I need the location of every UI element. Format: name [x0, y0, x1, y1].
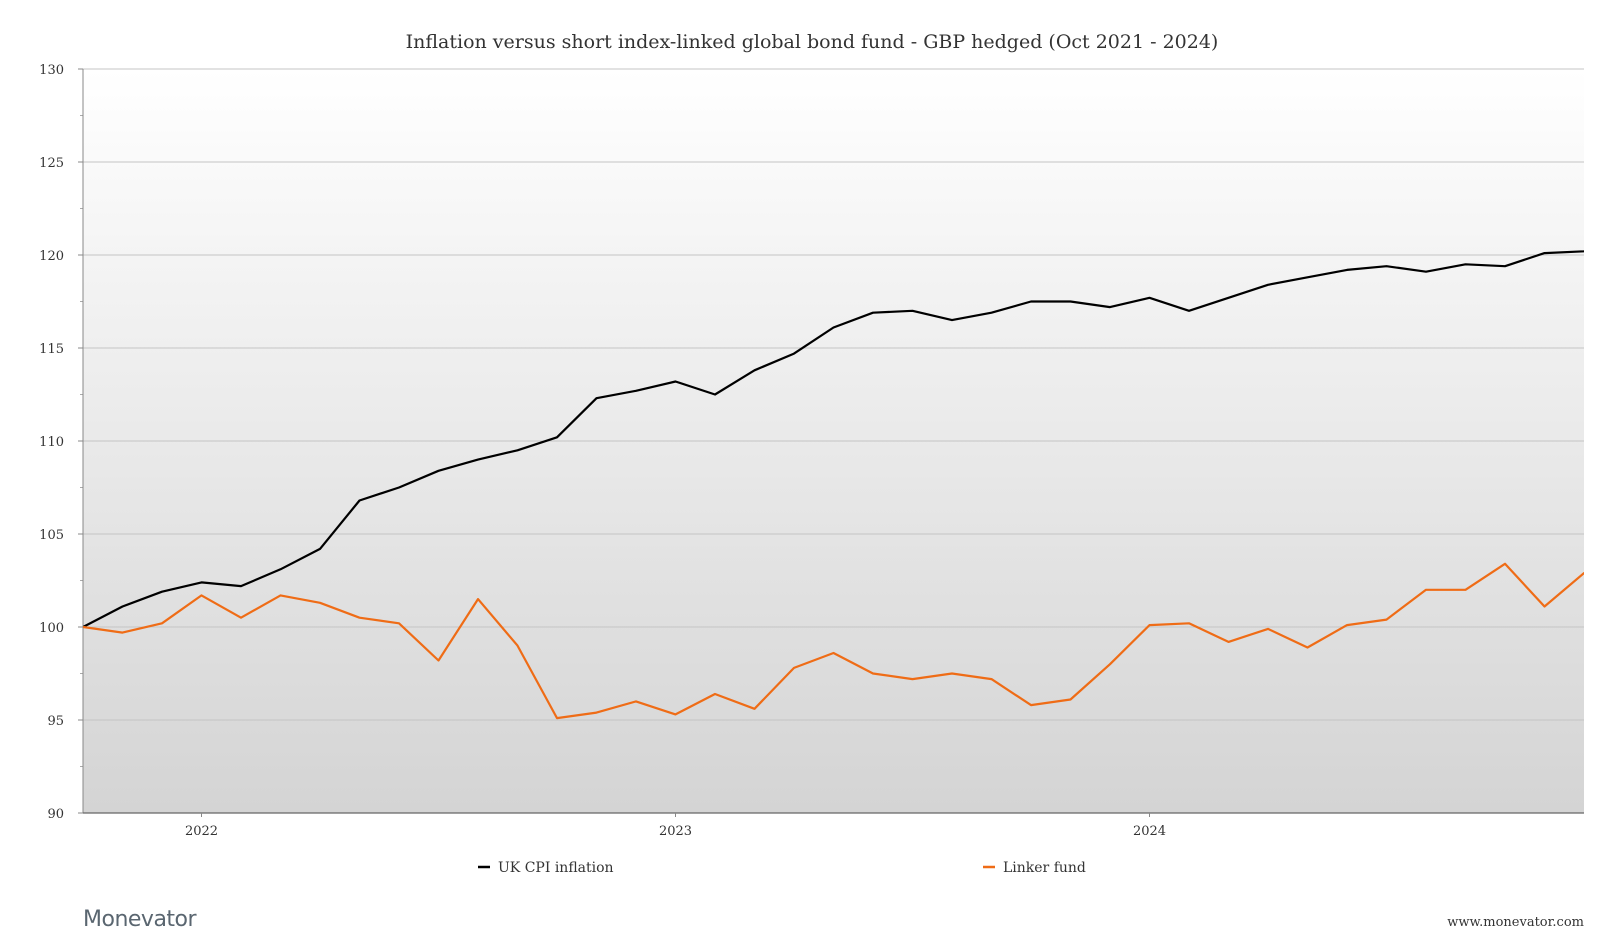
site-url: www.monevator.com [1447, 915, 1584, 930]
legend-label: Linker fund [1003, 860, 1086, 876]
y-tick-label: 120 [39, 249, 64, 264]
brand-logo: Monevator [83, 907, 198, 932]
legend-label: UK CPI inflation [498, 860, 614, 876]
chart-title: Inflation versus short index-linked glob… [406, 31, 1219, 53]
series-layer [83, 250, 1584, 720]
x-axis: 2022 2023 2024 [83, 812, 1584, 839]
y-tick-label: 100 [39, 621, 64, 636]
y-tick-label: 130 [39, 63, 64, 78]
y-tick-label: 110 [39, 435, 64, 450]
legend: UK CPI inflation Linker fund [478, 860, 1086, 876]
y-axis: 90 95 100 105 110 115 120 125 130 [39, 63, 84, 822]
y-tick-label: 115 [39, 342, 64, 357]
x-tick-label: 2023 [659, 824, 692, 839]
y-tick-label: 105 [39, 528, 64, 543]
x-tick-label: 2022 [185, 824, 218, 839]
y-tick-label: 90 [47, 807, 64, 822]
series-line-linker-fund [83, 562, 1584, 720]
y-tick-label: 125 [39, 156, 64, 171]
x-tick-label: 2024 [1133, 824, 1166, 839]
series-line-uk-cpi-inflation [83, 250, 1584, 628]
y-tick-label: 95 [47, 714, 64, 729]
